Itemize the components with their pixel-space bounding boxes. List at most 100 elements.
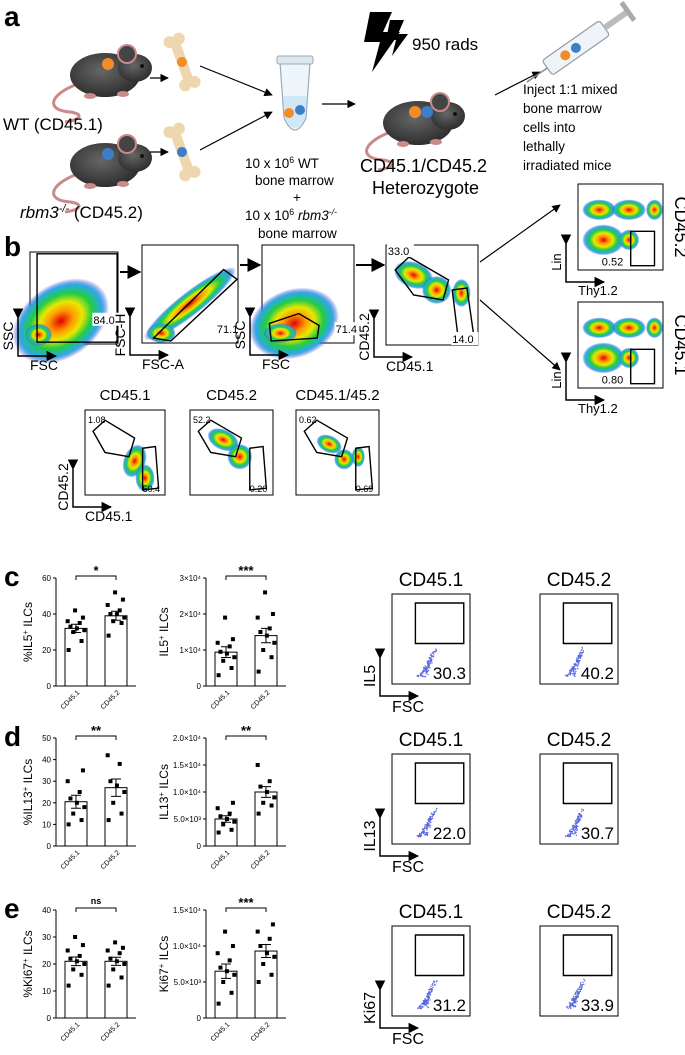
- data-point: [227, 811, 232, 816]
- data-point: [272, 954, 277, 959]
- event-dot: [576, 818, 578, 821]
- event-dot: [572, 1006, 575, 1008]
- mouse-icon: [52, 44, 152, 124]
- data-point: [74, 626, 79, 631]
- density-blob: [421, 276, 452, 304]
- event-dot: [422, 1000, 425, 1002]
- cell-dot: [102, 148, 114, 160]
- event-dot: [427, 1001, 430, 1003]
- mouse-ear: [117, 44, 137, 64]
- data-point: [218, 965, 223, 970]
- data-point: [74, 800, 79, 805]
- text-part: rbm3: [294, 208, 329, 223]
- event-dot: [574, 672, 576, 675]
- text-part: 10 x 10: [245, 208, 289, 223]
- data-point: [77, 621, 82, 625]
- data-point: [216, 673, 221, 678]
- data-point: [74, 959, 79, 964]
- y-tick-label: 1×10⁴: [180, 646, 202, 655]
- gate-label-bg: [386, 244, 414, 257]
- data-point: [117, 608, 122, 613]
- event-dot: [431, 655, 433, 658]
- axis-label: SSC: [0, 322, 16, 351]
- event-dot: [419, 834, 422, 836]
- text-part: 10 x 10: [245, 156, 289, 171]
- event-dot: [422, 1002, 424, 1004]
- event-dot: [424, 675, 426, 678]
- data-point: [77, 790, 82, 794]
- event-dot: [418, 832, 421, 835]
- event-dot: [422, 1006, 424, 1008]
- event-dot: [429, 994, 432, 996]
- flow-plot: 33.0 14.0: [385, 244, 479, 346]
- density: [564, 646, 585, 678]
- cell-dot: [284, 108, 294, 118]
- event-dot: [574, 993, 576, 996]
- injection-text: bone marrow: [523, 101, 602, 116]
- gate: [562, 602, 613, 645]
- bone-end: [188, 165, 201, 178]
- text-part: +: [21, 630, 30, 635]
- data-point: [218, 814, 223, 819]
- plot-frame: [539, 753, 619, 845]
- text-part: %IL13: [21, 791, 35, 825]
- significance-label: ***: [238, 563, 254, 578]
- event-dot: [433, 981, 436, 983]
- data-point: [119, 621, 124, 625]
- mouse-ear: [430, 92, 450, 112]
- event-dot: [427, 997, 429, 1000]
- density-blob: [646, 199, 663, 221]
- event-dot: [424, 834, 426, 836]
- axis-label: FSC: [392, 1031, 424, 1048]
- flow-plot: 30.3: [391, 593, 471, 685]
- gate-value: 84.0: [93, 315, 114, 327]
- axis-label: SSC: [232, 321, 248, 350]
- x-tick-label: CD45.2: [100, 1021, 122, 1043]
- event-dot: [577, 663, 579, 666]
- significance-bracket: [75, 575, 117, 580]
- text-part: ILCs: [21, 930, 35, 958]
- event-dot: [420, 832, 423, 834]
- event-dot: [577, 667, 579, 670]
- mouse-tail: [365, 131, 394, 172]
- event-dot: [431, 660, 433, 662]
- event-dot: [432, 653, 435, 655]
- density-blob: [452, 279, 471, 307]
- gate-label-bg: [215, 322, 243, 336]
- arrow: [479, 299, 561, 371]
- event-dot: [581, 810, 583, 813]
- gate-value: 0.20: [250, 484, 268, 494]
- event-dot: [426, 833, 428, 835]
- text-part: %Ki67: [21, 963, 35, 998]
- data-point: [65, 948, 70, 953]
- event-dot: [569, 1007, 572, 1010]
- event-dot: [431, 988, 434, 990]
- gate-value: 31.2: [433, 996, 466, 1015]
- data-point: [68, 956, 73, 961]
- event-dot: [574, 830, 576, 832]
- event-dot: [423, 1003, 425, 1006]
- event-dot: [427, 665, 429, 667]
- event-dot: [581, 808, 583, 810]
- event-dot: [427, 999, 429, 1002]
- event-dot: [428, 993, 430, 996]
- y-tick-label: 1.0×10⁴: [173, 788, 202, 797]
- text-part: 6: [289, 207, 294, 217]
- cell-dot: [409, 106, 421, 118]
- event-dot: [569, 832, 572, 834]
- significance-bracket: [225, 735, 267, 740]
- event-dot: [424, 827, 426, 829]
- cell-dot: [177, 57, 187, 67]
- bar-chart: 0 5.0×10³ 1.0×10⁴ 1.5×10⁴ Ki67+ ILCs CD45.1 CD…: [157, 895, 286, 1043]
- data-point: [256, 980, 261, 984]
- flow-plot: 71.1: [141, 244, 243, 344]
- event-dot: [572, 667, 574, 670]
- gate-value: 0.52: [602, 257, 623, 269]
- significance-bracket: [75, 735, 117, 740]
- event-dot: [569, 829, 571, 831]
- event-dot: [420, 1004, 422, 1006]
- event-dot: [576, 991, 578, 993]
- event-dot: [430, 653, 432, 656]
- axis-label: FSC: [30, 357, 58, 373]
- event-dot: [430, 654, 432, 657]
